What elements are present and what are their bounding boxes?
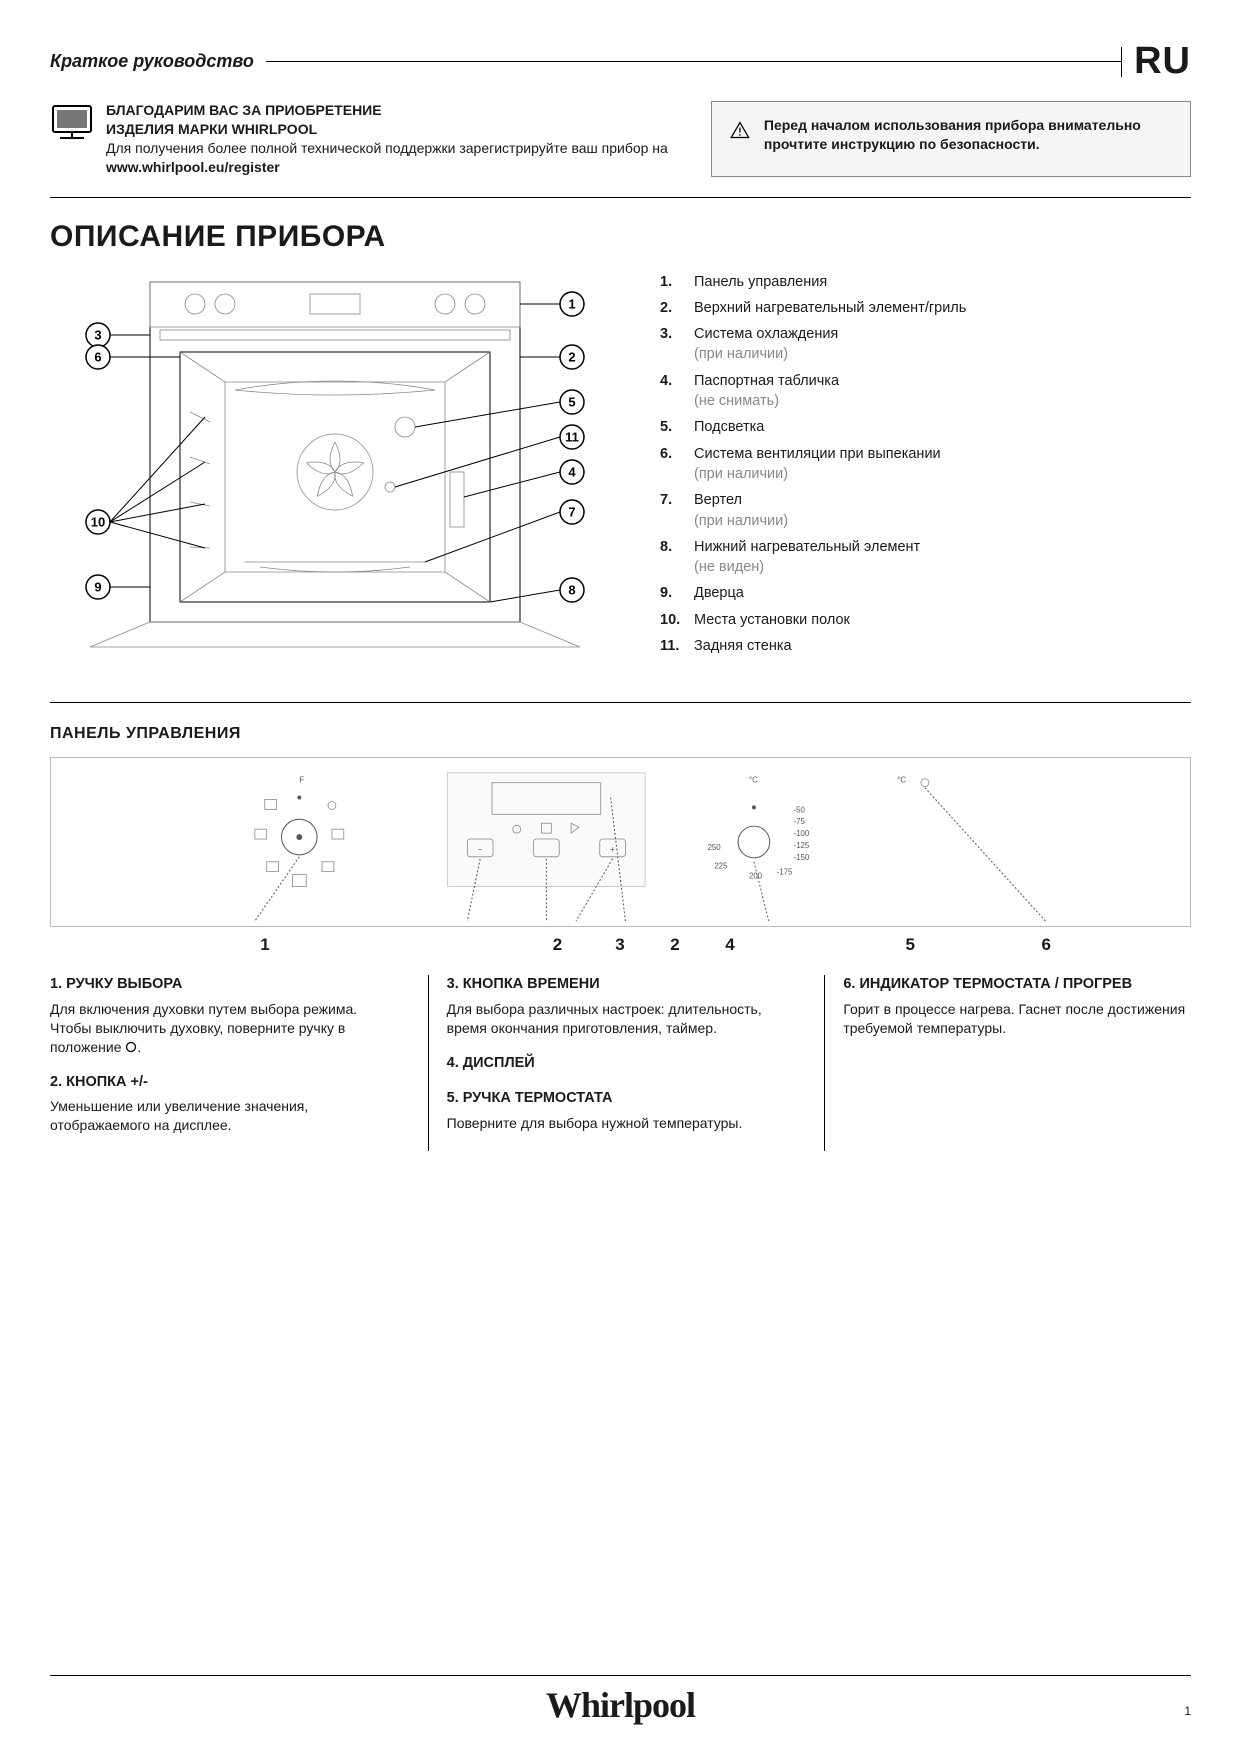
svg-text:1: 1 xyxy=(568,296,575,311)
warning-triangle-icon xyxy=(730,116,750,144)
ctrl-1-p1: Для включения духовки путем выбора режим… xyxy=(50,1000,398,1019)
legend-item: 10.Места установки полок xyxy=(660,610,1191,630)
legend-item: 1.Панель управления xyxy=(660,272,1191,292)
legend-item: 6.Система вентиляции при выпекании(при н… xyxy=(660,444,1191,485)
ctrl-4-title: 4. ДИСПЛЕЙ xyxy=(447,1054,795,1074)
guide-title: Краткое руководство xyxy=(50,51,254,72)
controls-col-3: 6. ИНДИКАТОР ТЕРМОСТАТА / ПРОГРЕВ Горит … xyxy=(824,975,1191,1151)
off-position-icon xyxy=(125,1041,137,1053)
legend-item: 3.Система охлаждения(при наличии) xyxy=(660,324,1191,365)
control-panel-diagram: F − + °C -50 xyxy=(50,757,1191,927)
svg-text:9: 9 xyxy=(94,579,101,594)
svg-text:-100: -100 xyxy=(793,829,809,838)
svg-text:7: 7 xyxy=(568,504,575,519)
page-header: Краткое руководство RU xyxy=(50,40,1191,83)
legend-item: 8.Нижний нагревательный элемент(не виден… xyxy=(660,537,1191,578)
ctrl-5-title: 5. РУЧКА ТЕРМОСТАТА xyxy=(447,1089,795,1109)
svg-text:°C: °C xyxy=(749,776,758,785)
divider xyxy=(50,197,1191,198)
legend-item: 4.Паспортная табличка(не снимать) xyxy=(660,371,1191,412)
svg-text:6: 6 xyxy=(94,349,101,364)
ctrl-2-title: 2. КНОПКА +/- xyxy=(50,1073,398,1093)
ctrl-3-title: 3. КНОПКА ВРЕМЕНИ xyxy=(447,975,795,995)
ctrl-6-title: 6. ИНДИКАТОР ТЕРМОСТАТА / ПРОГРЕВ xyxy=(843,975,1191,995)
thanks-text: БЛАГОДАРИМ ВАС ЗА ПРИОБРЕТЕНИЕ ИЗДЕЛИЯ М… xyxy=(106,101,668,177)
thanks-line1: БЛАГОДАРИМ ВАС ЗА ПРИОБРЕТЕНИЕ xyxy=(106,101,668,120)
svg-text:°C: °C xyxy=(897,776,906,785)
ctrl-6-p: Горит в процессе нагрева. Гаснет после д… xyxy=(843,1000,1191,1038)
intro-section: БЛАГОДАРИМ ВАС ЗА ПРИОБРЕТЕНИЕ ИЗДЕЛИЯ М… xyxy=(50,101,1191,177)
svg-text:5: 5 xyxy=(568,394,575,409)
svg-text:+: + xyxy=(610,845,615,854)
svg-text:10: 10 xyxy=(91,514,105,529)
ctrl-2-p: Уменьшение или увеличение значения, отоб… xyxy=(50,1097,398,1135)
svg-text:11: 11 xyxy=(565,429,579,444)
ctrl-3-p: Для выбора различных настроек: длительно… xyxy=(447,1000,795,1038)
svg-text:3: 3 xyxy=(94,327,101,342)
footer-divider xyxy=(50,1675,1191,1676)
ctrl-1-title: 1. РУЧКУ ВЫБОРА xyxy=(50,975,398,995)
controls-col-2: 3. КНОПКА ВРЕМЕНИ Для выбора различных н… xyxy=(428,975,795,1151)
brand-logo: Whirlpool xyxy=(546,1684,695,1726)
svg-text:F: F xyxy=(299,776,304,785)
legend-item: 5.Подсветка xyxy=(660,417,1191,437)
page-footer: Whirlpool 1 xyxy=(50,1675,1191,1726)
warning-text: Перед началом использования прибора вним… xyxy=(764,116,1172,154)
ctrl-5-p: Поверните для выбора нужной температуры. xyxy=(447,1114,795,1133)
thanks-line2: ИЗДЕЛИЯ МАРКИ WHIRLPOOL xyxy=(106,120,668,139)
language-code: RU xyxy=(1134,40,1191,83)
legend-item: 2.Верхний нагревательный элемент/гриль xyxy=(660,298,1191,318)
panel-callout-numbers: 1 2 3 2 4 5 6 xyxy=(50,935,1191,955)
legend-list: 1.Панель управления 2.Верхний нагревател… xyxy=(660,272,1191,663)
support-text: Для получения более полной технической п… xyxy=(106,140,668,156)
svg-text:-175: -175 xyxy=(777,868,793,877)
divider xyxy=(50,702,1191,703)
svg-text:-75: -75 xyxy=(793,818,805,827)
thanks-block: БЛАГОДАРИМ ВАС ЗА ПРИОБРЕТЕНИЕ ИЗДЕЛИЯ М… xyxy=(50,101,681,177)
svg-text:2: 2 xyxy=(568,349,575,364)
svg-text:8: 8 xyxy=(568,582,575,597)
header-divider xyxy=(266,61,1122,62)
svg-text:-150: -150 xyxy=(793,853,809,862)
legend-item: 7.Вертел(при наличии) xyxy=(660,490,1191,531)
register-url: www.whirlpool.eu/register xyxy=(106,159,280,175)
controls-col-1: 1. РУЧКУ ВЫБОРА Для включения духовки пу… xyxy=(50,975,398,1151)
oven-diagram: 1 2 5 11 4 7 8 3 6 10 9 xyxy=(50,272,610,652)
safety-warning-box: Перед началом использования прибора вним… xyxy=(711,101,1191,177)
monitor-icon xyxy=(50,103,94,143)
description-heading: ОПИСАНИЕ ПРИБОРА xyxy=(50,220,1191,254)
svg-text:-50: -50 xyxy=(793,806,805,815)
page-number: 1 xyxy=(1184,1704,1191,1718)
legend-item: 9.Дверца xyxy=(660,583,1191,603)
panel-heading: ПАНЕЛЬ УПРАВЛЕНИЯ xyxy=(50,725,1191,743)
svg-text:250: 250 xyxy=(707,843,721,852)
description-row: 1 2 5 11 4 7 8 3 6 10 9 1.Панель управле… xyxy=(50,272,1191,663)
ctrl-1-p2: Чтобы выключить духовку, поверните ручку… xyxy=(50,1019,398,1057)
legend-item: 11.Задняя стенка xyxy=(660,636,1191,656)
svg-text:225: 225 xyxy=(714,862,728,871)
svg-text:-125: -125 xyxy=(793,841,809,850)
controls-descriptions: 1. РУЧКУ ВЫБОРА Для включения духовки пу… xyxy=(50,975,1191,1151)
svg-text:200: 200 xyxy=(749,872,763,881)
svg-text:−: − xyxy=(478,845,483,854)
svg-text:4: 4 xyxy=(568,464,576,479)
